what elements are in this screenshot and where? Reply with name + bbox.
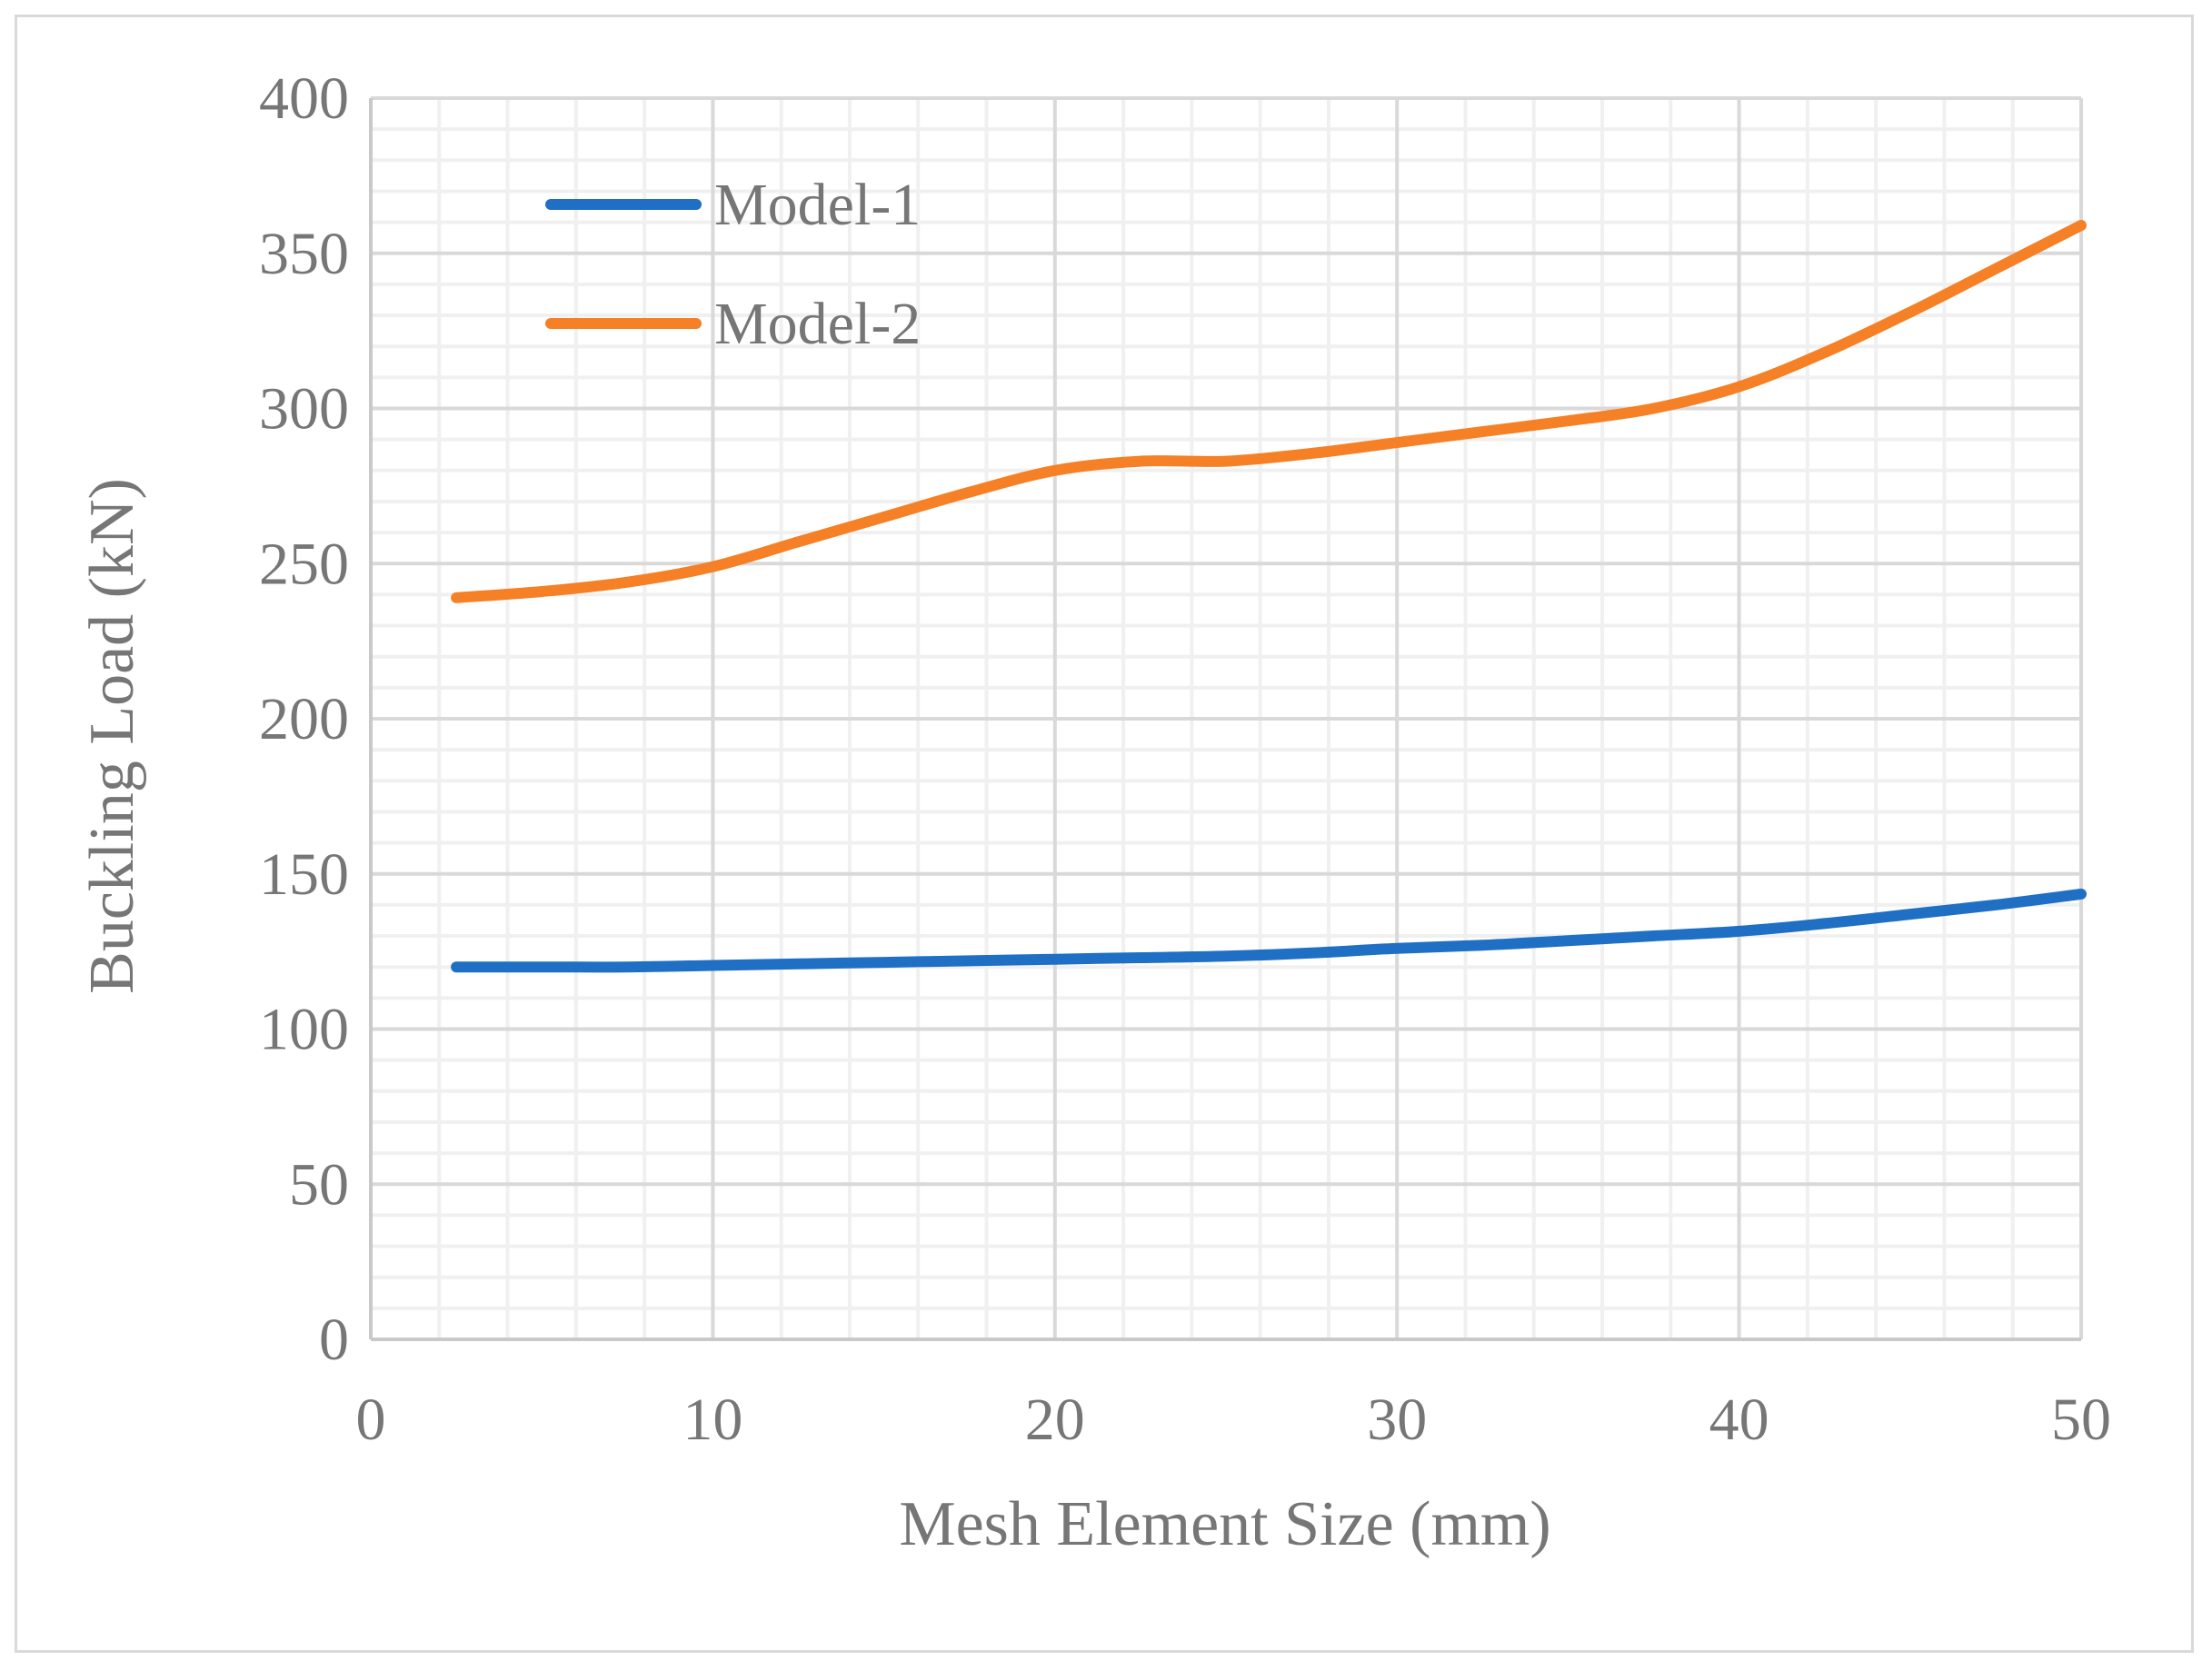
legend-label-model-1: Model-1 bbox=[714, 172, 921, 238]
y-tick-label: 400 bbox=[259, 65, 349, 132]
x-tick-label: 10 bbox=[683, 1387, 742, 1453]
axes bbox=[369, 98, 2081, 1341]
legend: Model-1 Model-2 bbox=[545, 172, 921, 357]
y-tick-label: 0 bbox=[319, 1307, 349, 1373]
x-tick-label: 20 bbox=[1025, 1387, 1085, 1453]
y-tick-label: 350 bbox=[259, 221, 349, 287]
y-tick-label: 50 bbox=[289, 1151, 349, 1218]
series-lines bbox=[451, 220, 2087, 973]
y-axis-title: Buckling Load (kN) bbox=[77, 478, 147, 994]
x-tick-label: 30 bbox=[1367, 1387, 1427, 1453]
y-tick-label: 150 bbox=[259, 841, 349, 908]
series-line-model-1 bbox=[451, 888, 2087, 973]
x-tick-labels: 0 10 20 30 40 50 bbox=[356, 1387, 2112, 1453]
x-tick-label: 40 bbox=[1709, 1387, 1769, 1453]
y-tick-labels: 0 50 100 150 200 250 300 350 400 bbox=[259, 65, 349, 1373]
series-line-model-2 bbox=[451, 220, 2087, 603]
legend-label-model-2: Model-2 bbox=[714, 291, 921, 357]
x-axis-title: Mesh Element Size (mm) bbox=[899, 1489, 1550, 1559]
x-tick-label: 0 bbox=[356, 1387, 386, 1453]
major-grid bbox=[371, 96, 2083, 1339]
chart-frame bbox=[15, 15, 2194, 1653]
x-tick-label: 50 bbox=[2051, 1387, 2111, 1453]
y-tick-label: 100 bbox=[259, 997, 349, 1063]
y-tick-label: 200 bbox=[259, 686, 349, 752]
y-tick-label: 250 bbox=[259, 531, 349, 597]
y-tick-label: 300 bbox=[259, 376, 349, 443]
